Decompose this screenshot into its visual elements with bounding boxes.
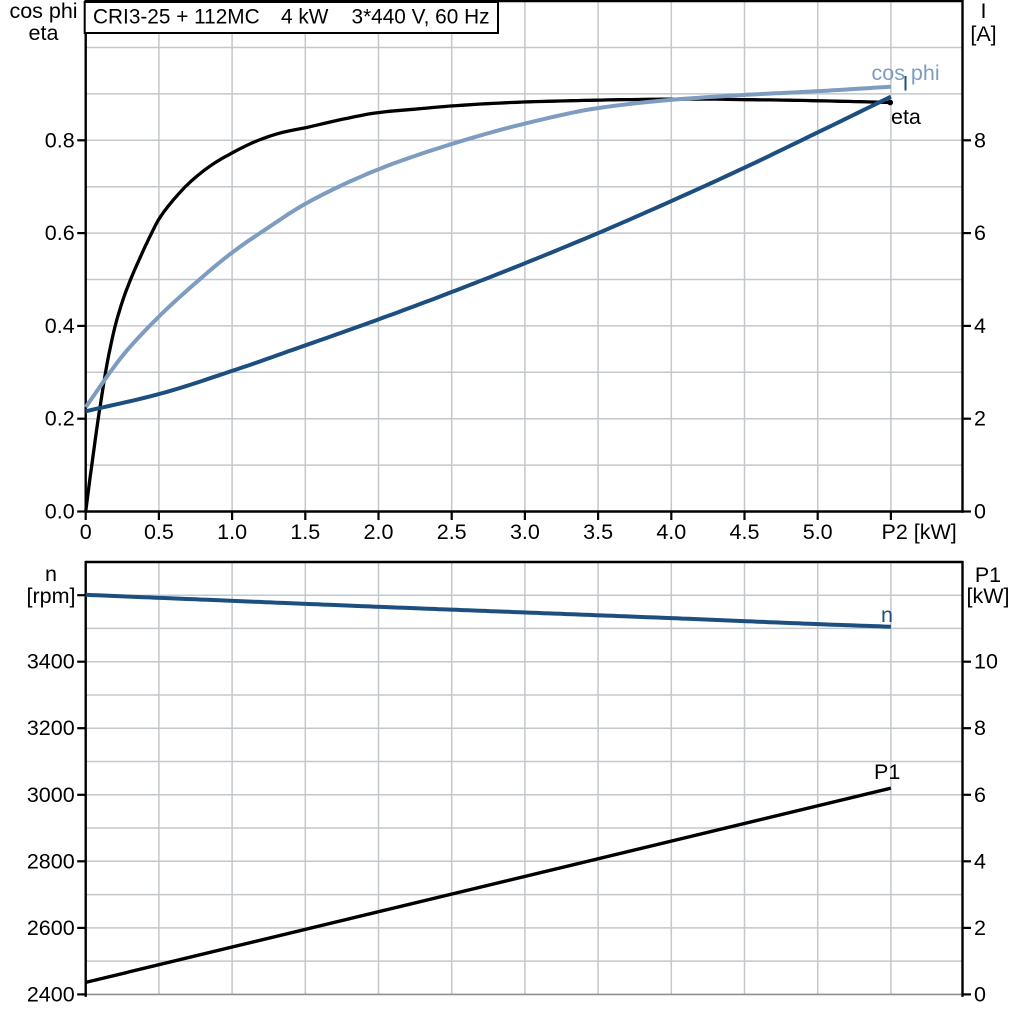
svg-text:eta: eta bbox=[891, 105, 921, 129]
svg-text:0: 0 bbox=[974, 982, 986, 1006]
svg-text:0.5: 0.5 bbox=[144, 520, 174, 544]
svg-text:eta: eta bbox=[29, 21, 59, 45]
svg-text:cos phi: cos phi bbox=[9, 0, 77, 23]
svg-text:P1: P1 bbox=[975, 563, 1001, 587]
svg-text:n: n bbox=[881, 603, 893, 627]
svg-text:8: 8 bbox=[974, 716, 986, 740]
svg-text:[kW]: [kW] bbox=[967, 584, 1010, 608]
svg-text:[A]: [A] bbox=[970, 22, 996, 46]
svg-text:1.5: 1.5 bbox=[290, 520, 320, 544]
svg-text:1.0: 1.0 bbox=[217, 520, 247, 544]
svg-text:6: 6 bbox=[974, 221, 986, 245]
svg-text:P2 [kW]: P2 [kW] bbox=[882, 520, 957, 544]
svg-text:0.8: 0.8 bbox=[45, 128, 75, 152]
svg-text:n: n bbox=[45, 562, 57, 586]
svg-text:3.0: 3.0 bbox=[510, 520, 540, 544]
svg-text:3400: 3400 bbox=[27, 650, 75, 674]
svg-text:P1: P1 bbox=[874, 760, 900, 784]
svg-text:2.5: 2.5 bbox=[437, 520, 467, 544]
svg-text:I: I bbox=[903, 72, 909, 96]
svg-text:2800: 2800 bbox=[27, 849, 75, 873]
svg-text:5.0: 5.0 bbox=[803, 520, 833, 544]
svg-text:3.5: 3.5 bbox=[583, 520, 613, 544]
svg-text:4.0: 4.0 bbox=[656, 520, 686, 544]
svg-text:3000: 3000 bbox=[27, 783, 75, 807]
svg-text:0.2: 0.2 bbox=[45, 407, 75, 431]
svg-text:6: 6 bbox=[974, 783, 986, 807]
svg-text:0.6: 0.6 bbox=[45, 221, 75, 245]
svg-text:0.0: 0.0 bbox=[45, 500, 75, 524]
svg-text:I: I bbox=[981, 0, 987, 23]
svg-text:[rpm]: [rpm] bbox=[27, 584, 76, 608]
svg-text:8: 8 bbox=[974, 128, 986, 152]
svg-text:0: 0 bbox=[80, 520, 92, 544]
svg-text:2400: 2400 bbox=[27, 982, 75, 1006]
svg-text:10: 10 bbox=[974, 650, 998, 674]
svg-text:4.5: 4.5 bbox=[730, 520, 760, 544]
svg-text:4: 4 bbox=[974, 849, 986, 873]
svg-text:cos phi: cos phi bbox=[872, 61, 940, 85]
svg-text:2: 2 bbox=[974, 407, 986, 431]
svg-text:2: 2 bbox=[974, 916, 986, 940]
svg-text:2600: 2600 bbox=[27, 916, 75, 940]
svg-text:3200: 3200 bbox=[27, 716, 75, 740]
svg-text:4: 4 bbox=[974, 314, 986, 338]
svg-text:0: 0 bbox=[974, 500, 986, 524]
svg-text:0.4: 0.4 bbox=[45, 314, 75, 338]
svg-text:2.0: 2.0 bbox=[364, 520, 394, 544]
